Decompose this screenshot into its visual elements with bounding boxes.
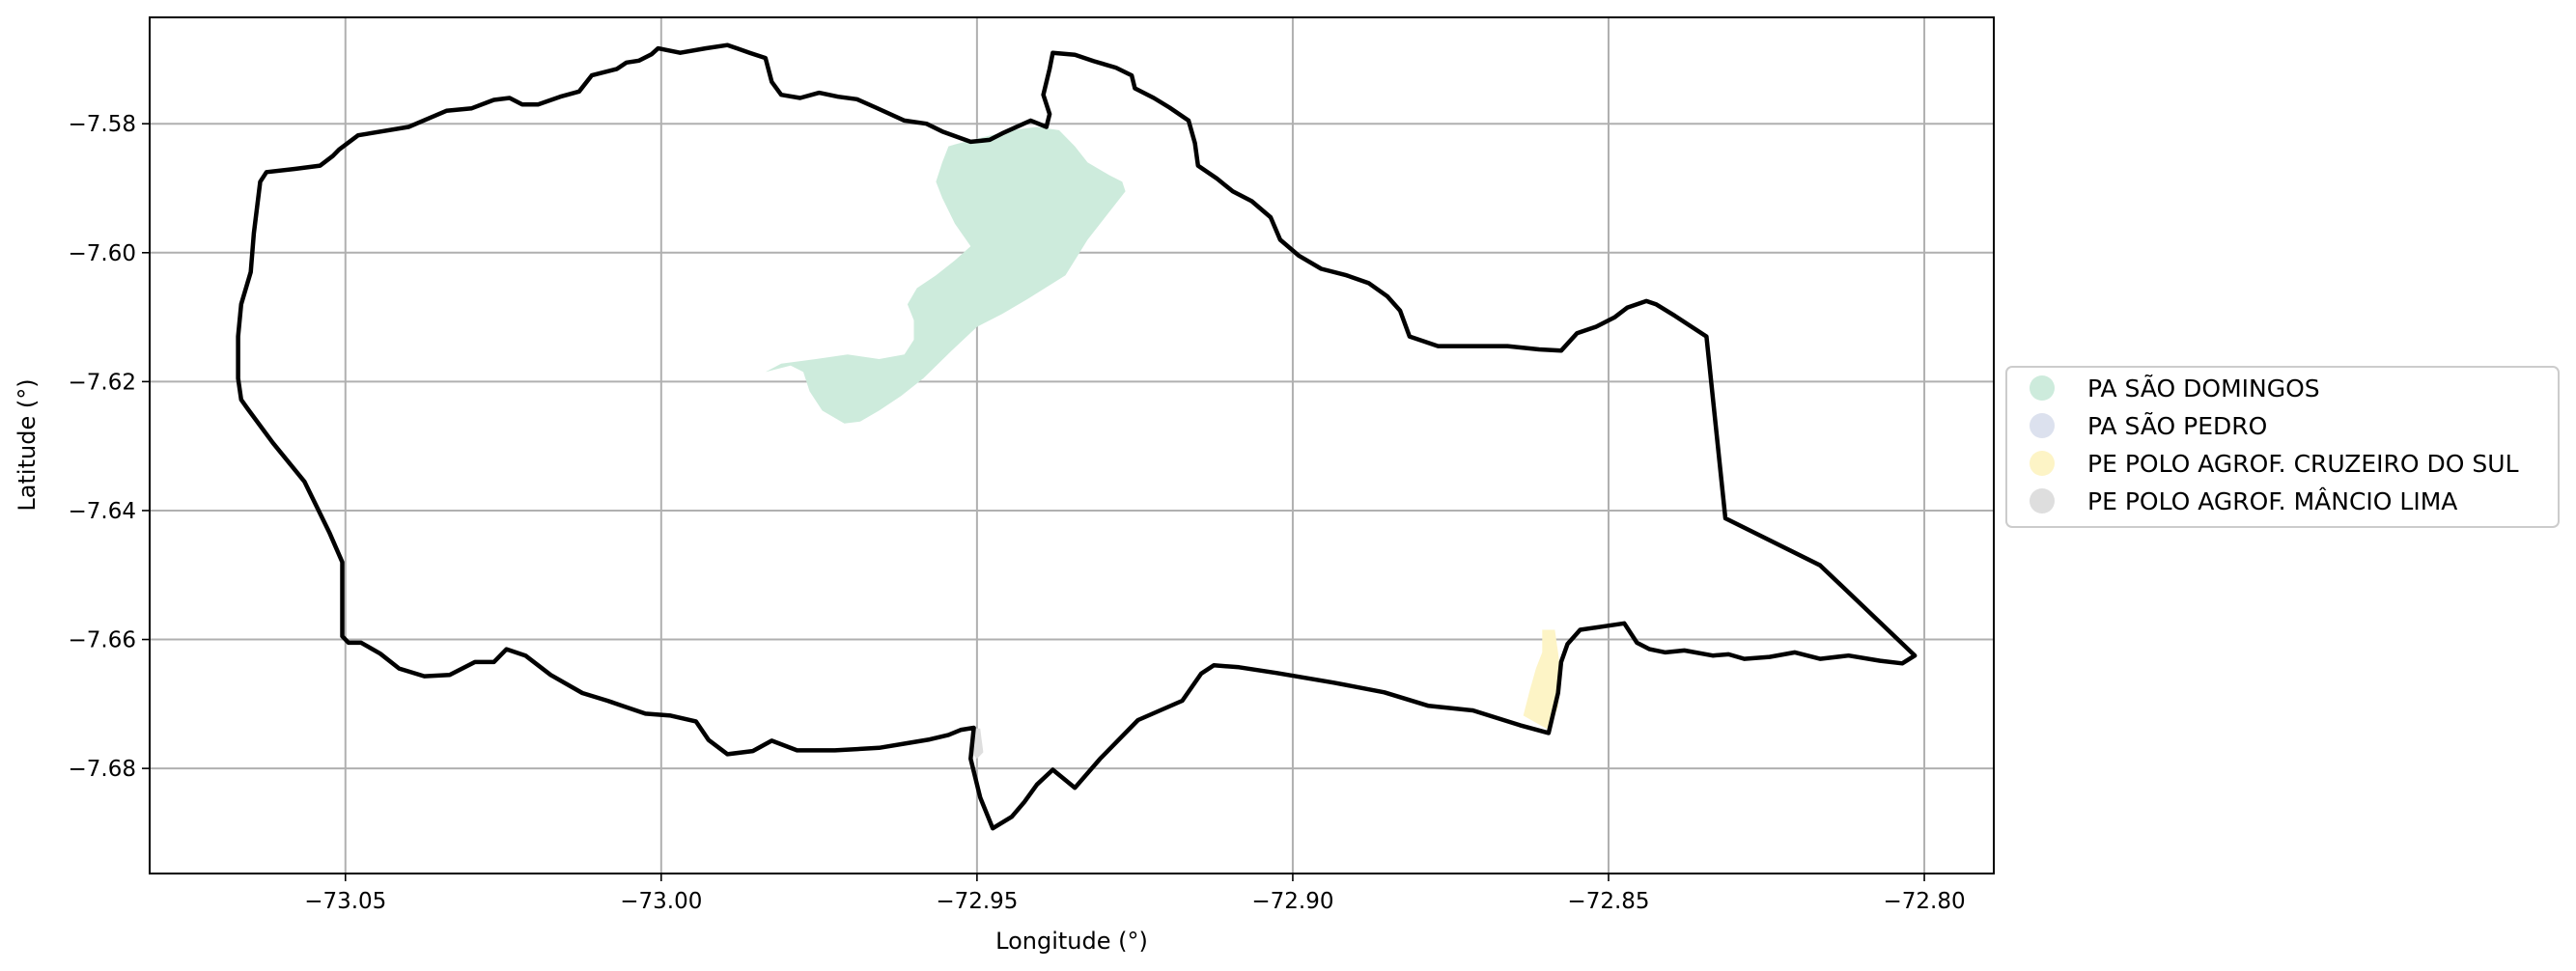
legend-box	[2005, 366, 2560, 528]
grid	[150, 17, 1994, 874]
x-axis-label: Longitude (°)	[995, 928, 1148, 955]
legend-entry-label: PA SÃO PEDRO	[2087, 411, 2267, 440]
x-tick-label: −72.90	[1251, 889, 1333, 914]
y-tick-label: −7.68	[69, 757, 136, 782]
y-tick-label: −7.64	[69, 499, 136, 524]
legend-marker	[2030, 488, 2055, 513]
region-pa-sao-domingos	[765, 126, 1126, 424]
boundary-outline	[236, 42, 1918, 831]
x-tick-label: −73.05	[304, 889, 386, 914]
boundary	[236, 42, 1918, 831]
x-axis-ticks: −73.05 −73.00 −72.95 −72.90 −72.85 −72.80	[304, 874, 1966, 914]
plot-frame	[149, 16, 1995, 874]
legend-marker	[2030, 451, 2055, 476]
y-tick-label: −7.66	[69, 628, 136, 653]
legend-entry-label: PE POLO AGROF. CRUZEIRO DO SUL	[2087, 450, 2519, 478]
legend-entry-label: PA SÃO DOMINGOS	[2087, 374, 2320, 402]
legend-marker	[2030, 413, 2055, 438]
x-tick-label: −72.95	[936, 889, 1018, 914]
y-axis-ticks: −7.58 −7.60 −7.62 −7.64 −7.66 −7.68	[69, 112, 150, 782]
legend-entry-label: PE POLO AGROF. MÂNCIO LIMA	[2087, 487, 2457, 515]
y-tick-label: −7.60	[69, 241, 136, 266]
y-tick-label: −7.62	[69, 370, 136, 395]
legend: PA SÃO DOMINGOS PA SÃO PEDRO PE POLO AGROF…	[2005, 366, 2560, 528]
x-tick-label: −72.80	[1883, 889, 1965, 914]
legend-marker	[2030, 375, 2055, 401]
y-tick-label: −7.58	[69, 112, 136, 137]
x-tick-label: −72.85	[1567, 889, 1649, 914]
x-tick-label: −73.00	[620, 889, 702, 914]
region-pe-polo-agrof-cruzeiro-do-sul	[1523, 629, 1561, 731]
y-axis-label: Latitude (°)	[14, 378, 41, 511]
regions	[765, 126, 1561, 760]
